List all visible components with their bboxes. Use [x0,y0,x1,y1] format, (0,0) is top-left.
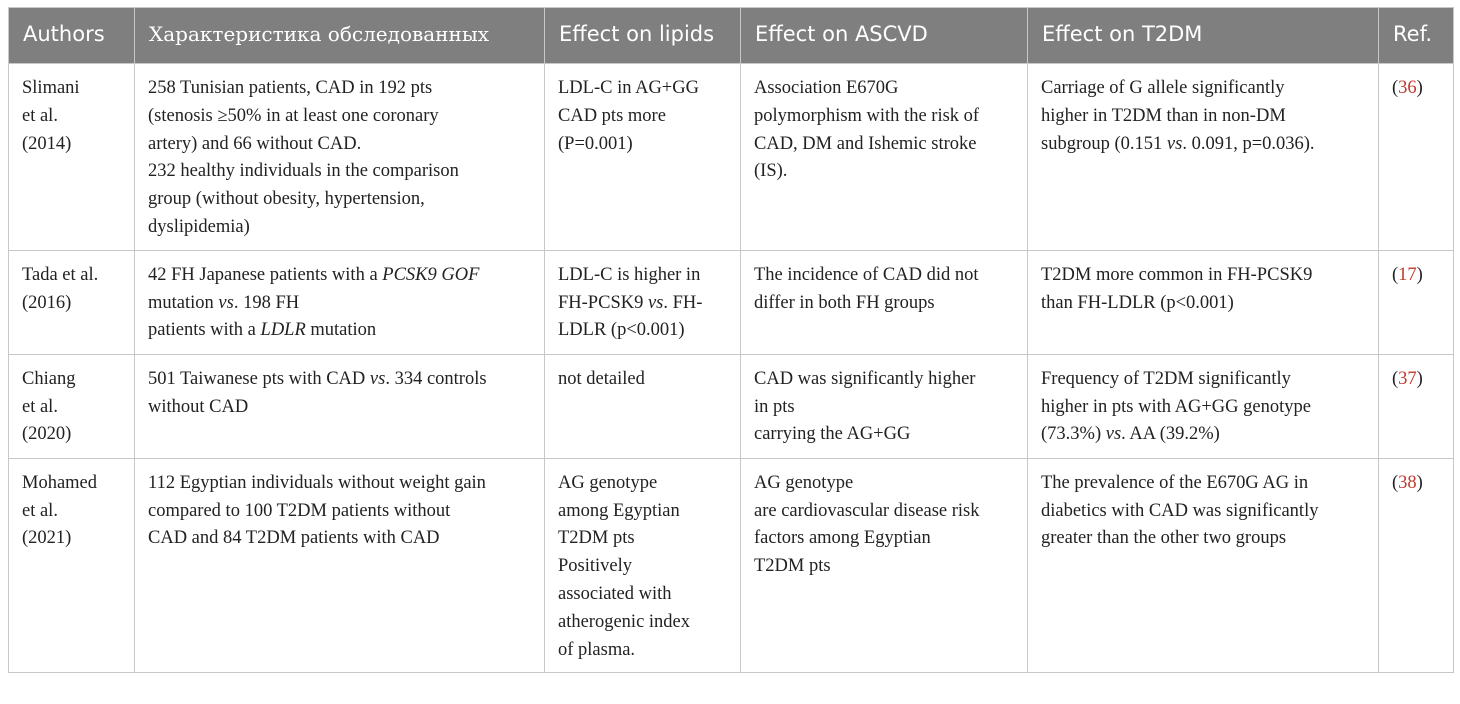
authors-cell: Tada et al. (2016) [8,249,135,355]
table-row: Mohamed et al. (2021) 112 Egyptian indiv… [8,457,1454,674]
italic-text: vs [218,292,234,313]
reference-link[interactable]: 36 [1398,78,1417,98]
italic-text: PCSK9 GOF [382,264,480,285]
lipids-cell: AG genotype among Egyptian T2DM pts Posi… [544,457,741,674]
cell-text: . AA (39.2%) [1121,424,1220,445]
ref-close-paren: ) [1416,472,1423,493]
table-row: Tada et al. (2016) 42 FH Japanese patien… [8,249,1454,355]
ref-open-paren: ( [1392,472,1399,493]
italic-text: LDLR [260,320,306,341]
reference-link[interactable]: 38 [1398,472,1417,493]
cell-text: The prevalence of the E670G AG in diabet… [1041,472,1319,549]
cell-text: not detailed [558,368,645,389]
ref-cell: (38) [1378,457,1454,674]
ascvd-cell: AG genotype are cardiovascular disease r… [740,457,1028,674]
reference-link[interactable]: 37 [1398,368,1417,389]
italic-text: vs [369,368,386,389]
cell-text: mutation [305,320,377,341]
authors-cell: Mohamed et al. (2021) [8,457,135,674]
cell-text: CAD was significantly higher in pts carr… [754,368,976,445]
cell-text: AG genotype among Egyptian T2DM pts Posi… [558,472,691,660]
cell-text: LDL-C in AG+GG CAD pts more (P=0.001) [558,78,699,154]
ref-close-paren: ) [1416,368,1423,389]
cell-text: Carriage of G allele significantly highe… [1041,78,1286,154]
table-row: Chiang et al. (2020) 501 Taiwanese pts w… [8,353,1454,459]
lipids-cell: LDL-C is higher in FH-PCSK9 vs. FH- LDLR… [544,249,741,355]
subjects-cell: 42 FH Japanese patients with a PCSK9 GOF… [134,249,545,355]
table-row: Slimani et al. (2014) 258 Tunisian patie… [8,63,1454,251]
ref-cell: (37) [1378,353,1454,459]
t2dm-cell: T2DM more common in FH-PCSK9 than FH-LDL… [1027,249,1379,355]
authors-cell: Slimani et al. (2014) [8,63,135,251]
t2dm-cell: Carriage of G allele significantly highe… [1027,63,1379,251]
ref-open-paren: ( [1392,368,1399,389]
subjects-cell: 258 Tunisian patients, CAD in 192 pts (s… [134,63,545,251]
header-row: Authors Характеристика обследованных Eff… [8,7,1454,64]
header-subjects: Характеристика обследованных [134,7,545,64]
italic-text: vs [1166,133,1183,154]
data-table-container: Authors Характеристика обследованных Eff… [8,7,1454,674]
cell-text: . 0.091, p=0.036). [1182,133,1315,154]
ascvd-cell: The incidence of CAD did not differ in b… [740,249,1028,355]
cell-text: . FH- LDLR (p<0.001) [558,292,703,341]
reference-link[interactable]: 17 [1398,264,1417,285]
cell-text: 258 Tunisian patients, CAD in 192 pts (s… [148,78,459,237]
cell-text: mutation [148,292,214,313]
ascvd-cell: CAD was significantly higher in pts carr… [740,353,1028,459]
header-effect-lipids: Effect on lipids [544,7,741,64]
ref-open-paren: ( [1392,264,1399,285]
comparison-table: Authors Характеристика обследованных Eff… [8,7,1454,674]
lipids-cell: not detailed [544,353,741,459]
cell-text: . 334 controls without CAD [148,368,487,417]
ref-cell: (36) [1378,63,1454,251]
cell-text: . 198 FH patients with a [148,292,300,341]
header-ref: Ref. [1378,7,1454,64]
header-effect-ascvd: Effect on ASCVD [740,7,1028,64]
table-header: Authors Характеристика обследованных Eff… [8,7,1454,64]
cell-text: T2DM more common in FH-PCSK9 than FH-LDL… [1041,264,1313,313]
t2dm-cell: The prevalence of the E670G AG in diabet… [1027,457,1379,674]
cell-text: 112 Egyptian individuals without weight … [148,472,486,549]
authors-cell: Chiang et al. (2020) [8,353,135,459]
ref-close-paren: ) [1416,78,1423,98]
italic-text: vs [1105,424,1122,445]
header-authors: Authors [8,7,135,64]
t2dm-cell: Frequency of T2DM significantly higher i… [1027,353,1379,459]
subjects-cell: 501 Taiwanese pts with CAD vs. 334 contr… [134,353,545,459]
ref-cell: (17) [1378,249,1454,355]
cell-text: The incidence of CAD did not differ in b… [754,264,979,313]
header-effect-t2dm: Effect on T2DM [1027,7,1379,64]
cell-text: Frequency of T2DM significantly higher i… [1041,368,1311,445]
ascvd-cell: Association E670G polymorphism with the … [740,63,1028,251]
cell-text: 501 Taiwanese pts with CAD [148,368,370,389]
ref-close-paren: ) [1416,264,1423,285]
ref-open-paren: ( [1392,78,1399,98]
table-body: Slimani et al. (2014) 258 Tunisian patie… [8,63,1454,674]
cell-text: AG genotype are cardiovascular disease r… [754,472,980,577]
lipids-cell: LDL-C in AG+GG CAD pts more (P=0.001) [544,63,741,251]
subjects-cell: 112 Egyptian individuals without weight … [134,457,545,674]
cell-text: 42 FH Japanese patients with a [148,264,383,285]
cell-text: LDL-C is higher in FH-PCSK9 [558,264,701,313]
cell-text: Association E670G polymorphism with the … [754,78,980,182]
italic-text: vs [647,292,664,313]
